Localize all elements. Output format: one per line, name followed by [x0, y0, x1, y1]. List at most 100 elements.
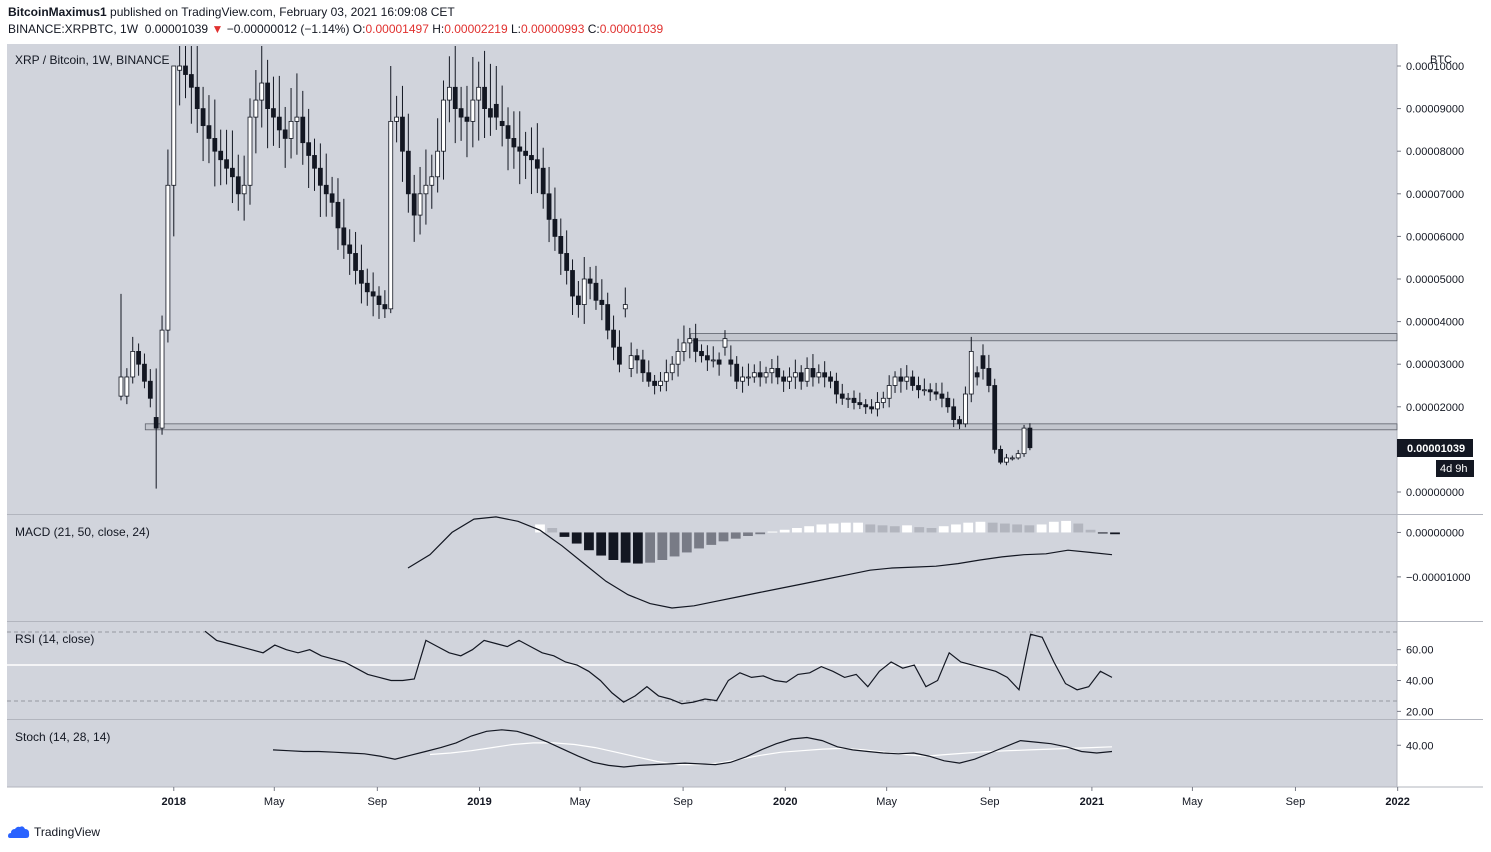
candle-body[interactable] [1004, 457, 1009, 463]
candle-body[interactable] [687, 338, 693, 344]
candle-body[interactable] [294, 116, 300, 122]
candle-body[interactable] [640, 359, 646, 374]
candle-body[interactable] [306, 142, 312, 156]
candle-body[interactable] [165, 184, 171, 331]
candle-body[interactable] [452, 86, 458, 110]
candle-body[interactable] [810, 368, 816, 378]
candle-body[interactable] [259, 82, 265, 101]
candle-body[interactable] [622, 304, 628, 310]
candle-body[interactable] [124, 376, 130, 397]
candle-body[interactable] [669, 363, 675, 374]
candle-body[interactable] [159, 329, 165, 429]
candle-body[interactable] [570, 270, 575, 297]
candle-body[interactable] [1021, 427, 1027, 455]
candle-body[interactable] [728, 359, 734, 365]
candle-body[interactable] [916, 385, 921, 391]
candle-body[interactable] [206, 125, 212, 139]
candle-body[interactable] [716, 359, 722, 365]
candle-body[interactable] [540, 167, 546, 195]
candle-body[interactable] [552, 218, 558, 237]
candle-body[interactable] [417, 193, 423, 216]
candle-body[interactable] [359, 270, 364, 284]
candle-body[interactable] [775, 368, 781, 378]
candle-body[interactable] [212, 138, 218, 152]
candle-body[interactable] [839, 393, 845, 399]
candle-body[interactable] [335, 201, 341, 229]
candle-body[interactable] [476, 86, 482, 101]
candle-body[interactable] [587, 278, 593, 284]
candle-body[interactable] [646, 372, 652, 382]
candle-body[interactable] [939, 393, 945, 399]
candle-body[interactable] [593, 282, 599, 301]
candle-body[interactable] [857, 402, 863, 406]
candle-body[interactable] [329, 193, 335, 203]
candle-body[interactable] [751, 372, 757, 378]
candle-body[interactable] [153, 417, 159, 429]
candle-body[interactable] [558, 235, 564, 254]
candle-body[interactable] [693, 338, 699, 352]
candle-body[interactable] [880, 397, 886, 403]
candle-body[interactable] [1027, 427, 1033, 449]
candle-body[interactable] [746, 376, 751, 379]
candle-body[interactable] [130, 351, 136, 378]
candle-body[interactable] [658, 380, 663, 386]
candle-body[interactable] [576, 295, 581, 305]
candle-body[interactable] [722, 338, 728, 348]
candle-body[interactable] [482, 86, 487, 110]
candle-body[interactable] [787, 376, 792, 382]
candle-body[interactable] [523, 150, 528, 156]
candle-body[interactable] [505, 125, 511, 139]
candle-body[interactable] [968, 351, 974, 395]
price-zone[interactable] [144, 423, 1398, 431]
candle-body[interactable] [411, 193, 417, 216]
candle-body[interactable] [699, 351, 704, 357]
candle-body[interactable] [147, 380, 153, 399]
candle-body[interactable] [183, 65, 188, 75]
candle-body[interactable] [353, 253, 358, 271]
candle-body[interactable] [757, 372, 763, 378]
candle-body[interactable] [781, 376, 787, 382]
candle-body[interactable] [517, 146, 523, 152]
main-pane[interactable] [7, 44, 1397, 514]
candle-body[interactable] [792, 372, 798, 378]
candle-body[interactable] [235, 176, 241, 195]
candle-body[interactable] [822, 372, 828, 378]
candle-body[interactable] [740, 376, 745, 382]
candle-body[interactable] [188, 74, 194, 88]
candle-body[interactable] [224, 159, 229, 169]
candle-body[interactable] [851, 397, 857, 403]
candle-body[interactable] [675, 351, 681, 365]
candle-body[interactable] [271, 108, 276, 118]
candle-body[interactable] [1009, 457, 1015, 460]
candle-body[interactable] [980, 355, 986, 369]
candle-body[interactable] [200, 108, 206, 127]
candle-body[interactable] [986, 368, 992, 386]
candle-body[interactable] [458, 108, 464, 118]
candle-body[interactable] [218, 150, 224, 161]
candle-body[interactable] [945, 397, 951, 408]
candle-body[interactable] [429, 176, 435, 186]
candle-body[interactable] [323, 184, 329, 195]
price-zone[interactable] [690, 333, 1398, 342]
candle-body[interactable] [423, 184, 429, 195]
candle-body[interactable] [605, 304, 611, 331]
candle-body[interactable] [886, 385, 892, 399]
candle-body[interactable] [499, 120, 505, 127]
candle-body[interactable] [957, 419, 962, 425]
candle-body[interactable] [681, 342, 687, 352]
candle-body[interactable] [634, 355, 640, 361]
candle-body[interactable] [446, 86, 452, 101]
candle-body[interactable] [828, 376, 833, 382]
candle-body[interactable] [493, 103, 499, 118]
candle-body[interactable] [564, 253, 570, 271]
candle-body[interactable] [394, 116, 399, 122]
candle-body[interactable] [405, 150, 411, 195]
stoch-pane[interactable] [7, 720, 1397, 787]
candle-body[interactable] [992, 385, 998, 450]
candle-body[interactable] [904, 376, 910, 382]
candle-body[interactable] [845, 397, 851, 400]
candle-body[interactable] [581, 278, 587, 305]
author-name[interactable]: BitcoinMaximus1 [8, 5, 107, 19]
candle-body[interactable] [511, 138, 517, 148]
candle-body[interactable] [834, 380, 839, 395]
